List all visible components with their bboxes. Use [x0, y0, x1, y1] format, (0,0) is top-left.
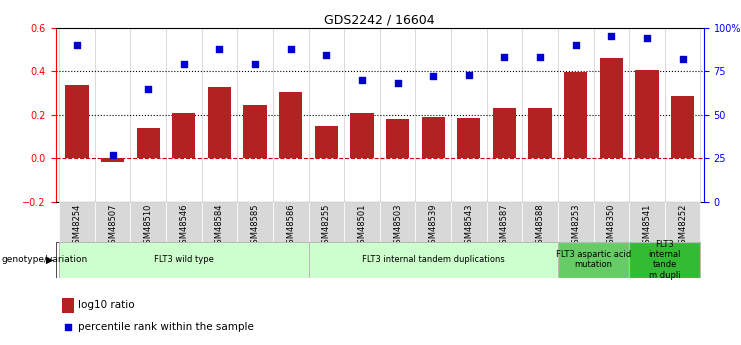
Bar	[273, 202, 308, 242]
Bar	[487, 202, 522, 242]
Bar	[308, 241, 558, 278]
Point	[428, 73, 439, 79]
Bar	[279, 92, 302, 158]
Text: GSM48507: GSM48507	[108, 204, 117, 249]
Text: GSM48255: GSM48255	[322, 204, 330, 249]
Text: GSM48541: GSM48541	[642, 204, 651, 249]
Bar	[665, 202, 700, 242]
Bar	[308, 241, 558, 278]
Bar	[379, 202, 416, 242]
Point	[249, 61, 261, 67]
Text: FLT3
internal
tande
m dupli: FLT3 internal tande m dupli	[648, 239, 681, 280]
Bar	[422, 117, 445, 158]
Bar	[59, 202, 95, 242]
Point	[320, 53, 332, 58]
Bar	[62, 298, 73, 313]
Bar	[386, 119, 409, 158]
Text: GSM48350: GSM48350	[607, 204, 616, 249]
Bar	[308, 202, 344, 242]
Bar	[172, 112, 196, 158]
Point	[641, 35, 653, 41]
Bar	[522, 202, 558, 242]
Text: GSM48503: GSM48503	[393, 204, 402, 249]
Bar	[59, 241, 308, 278]
Text: GSM48501: GSM48501	[357, 204, 367, 249]
Bar	[629, 241, 700, 278]
Bar	[635, 70, 659, 158]
Text: GSM48546: GSM48546	[179, 204, 188, 249]
Bar	[136, 128, 160, 158]
Bar	[558, 241, 629, 278]
Bar	[629, 241, 700, 278]
Bar	[166, 202, 202, 242]
Point	[285, 46, 296, 51]
Text: GSM48254: GSM48254	[73, 204, 82, 249]
Text: GSM48510: GSM48510	[144, 204, 153, 249]
Bar	[451, 202, 487, 242]
Text: GSM48588: GSM48588	[536, 204, 545, 249]
Text: FLT3 wild type: FLT3 wild type	[154, 255, 213, 264]
Text: percentile rank within the sample: percentile rank within the sample	[79, 322, 254, 332]
Bar	[315, 126, 338, 158]
Point	[534, 55, 546, 60]
Title: GDS2242 / 16604: GDS2242 / 16604	[325, 13, 435, 27]
Text: log10 ratio: log10 ratio	[79, 300, 135, 310]
Point	[178, 61, 190, 67]
Text: GSM48587: GSM48587	[500, 204, 509, 249]
Point	[463, 72, 475, 77]
Text: FLT3 internal tandem duplications: FLT3 internal tandem duplications	[362, 255, 505, 264]
Point	[570, 42, 582, 48]
Bar	[558, 202, 594, 242]
Text: FLT3 aspartic acid
mutation: FLT3 aspartic acid mutation	[556, 250, 631, 269]
Bar	[101, 158, 124, 161]
Text: GSM48543: GSM48543	[465, 204, 473, 249]
Bar	[416, 202, 451, 242]
Bar	[244, 105, 267, 158]
Bar	[493, 108, 516, 158]
Bar	[65, 85, 88, 158]
Point	[213, 46, 225, 51]
Bar	[629, 202, 665, 242]
Bar	[558, 241, 629, 278]
Bar	[599, 58, 623, 158]
Point	[605, 33, 617, 39]
Text: genotype/variation: genotype/variation	[1, 255, 87, 264]
Text: GSM48252: GSM48252	[678, 204, 687, 249]
Text: ▶: ▶	[46, 255, 53, 265]
Point	[142, 86, 154, 91]
Point	[62, 324, 74, 330]
Bar	[344, 202, 379, 242]
Point	[392, 81, 404, 86]
Bar	[594, 202, 629, 242]
Point	[356, 77, 368, 83]
Bar	[671, 96, 694, 158]
Bar	[528, 108, 551, 158]
Text: GSM48585: GSM48585	[250, 204, 259, 249]
Bar	[457, 118, 480, 158]
Text: GSM48584: GSM48584	[215, 204, 224, 249]
Bar	[130, 202, 166, 242]
Point	[107, 152, 119, 158]
Text: GSM48539: GSM48539	[429, 204, 438, 249]
Point	[71, 42, 83, 48]
Bar	[208, 88, 231, 158]
Bar	[202, 202, 237, 242]
Bar	[564, 72, 588, 158]
Point	[677, 56, 688, 62]
Bar	[59, 241, 308, 278]
Bar	[350, 112, 373, 158]
Point	[499, 55, 511, 60]
Bar	[95, 202, 130, 242]
Text: GSM48253: GSM48253	[571, 204, 580, 249]
Text: GSM48586: GSM48586	[286, 204, 295, 249]
Bar	[237, 202, 273, 242]
